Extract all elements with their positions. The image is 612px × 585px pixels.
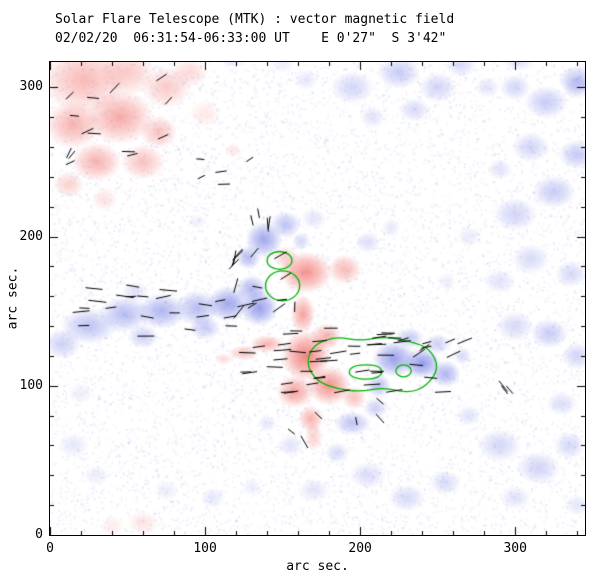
x-tick-label: 100 [193, 541, 217, 556]
x-tick-label: 300 [503, 541, 527, 556]
y-tick-label: 200 [19, 228, 43, 244]
x-tick-label: 0 [46, 541, 54, 556]
x-tick-label: 200 [348, 541, 372, 556]
y-tick-label: 100 [19, 377, 43, 393]
figure-title: Solar Flare Telescope (MTK) : vector mag… [55, 12, 455, 27]
x-axis-label: arc sec. [286, 559, 349, 574]
figure-subtitle: 02/02/20 06:31:54-06:33:00 UT E 0'27" S … [55, 31, 447, 46]
y-tick-label: 0 [35, 527, 43, 542]
y-axis-label: arc sec. [5, 266, 21, 330]
y-tick-label: 300 [19, 79, 43, 95]
magnetogram-canvas [49, 61, 586, 536]
